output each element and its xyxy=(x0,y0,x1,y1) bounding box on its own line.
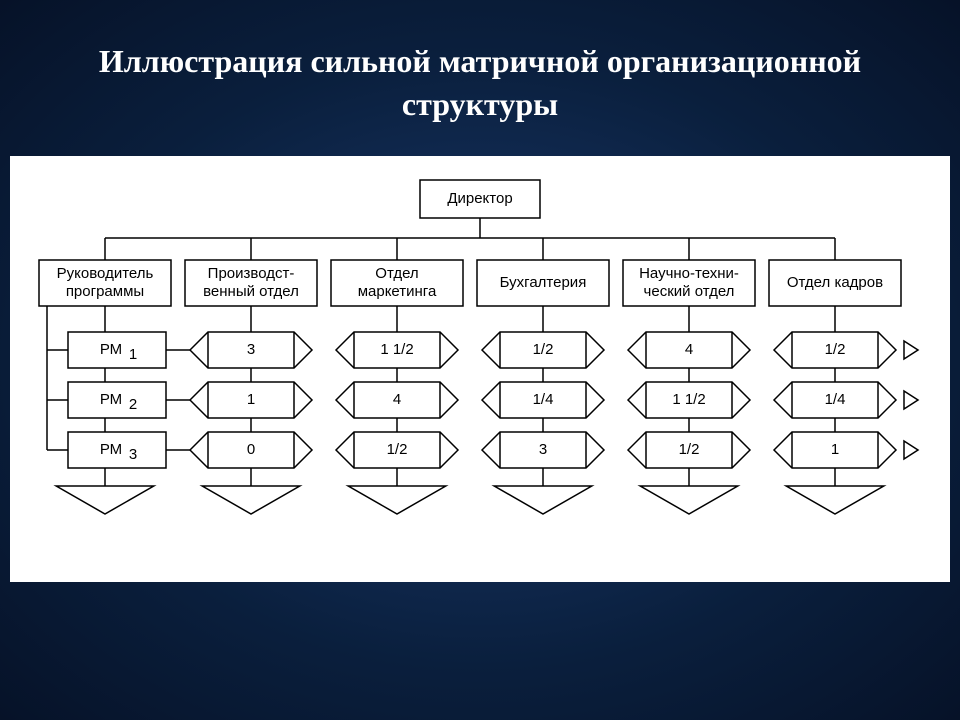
row-arrow-right xyxy=(904,441,918,459)
column-down-arrow xyxy=(56,486,154,514)
svg-text:1/2: 1/2 xyxy=(825,341,846,358)
slide-title: Иллюстрация сильной матричной организаци… xyxy=(0,40,960,156)
svg-text:РМ: РМ xyxy=(100,391,122,408)
svg-text:1 1/2: 1 1/2 xyxy=(380,341,413,358)
svg-text:1/2: 1/2 xyxy=(387,441,408,458)
svg-text:4: 4 xyxy=(393,391,401,408)
column-down-arrow xyxy=(348,486,446,514)
svg-text:венный отдел: венный отдел xyxy=(203,283,299,300)
diagram-panel: Директор Руководительпрограммы Производст-… xyxy=(10,156,950,582)
svg-text:4: 4 xyxy=(685,341,693,358)
svg-text:РМ: РМ xyxy=(100,441,122,458)
svg-text:Производст-: Производст- xyxy=(208,265,295,282)
row-arrow-right xyxy=(904,391,918,409)
svg-text:РМ: РМ xyxy=(100,341,122,358)
svg-text:3: 3 xyxy=(247,341,255,358)
svg-text:Научно-техни-: Научно-техни- xyxy=(639,265,739,282)
svg-text:0: 0 xyxy=(247,441,255,458)
column-down-arrow xyxy=(494,486,592,514)
svg-text:3: 3 xyxy=(539,441,547,458)
slide: Иллюстрация сильной матричной организаци… xyxy=(0,0,960,720)
svg-text:1/4: 1/4 xyxy=(825,391,846,408)
row-arrow-right xyxy=(904,341,918,359)
svg-text:1/4: 1/4 xyxy=(533,391,554,408)
svg-text:программы: программы xyxy=(66,283,144,300)
svg-text:3: 3 xyxy=(129,446,137,463)
svg-text:Отдел: Отдел xyxy=(375,265,418,282)
column-down-arrow xyxy=(786,486,884,514)
org-matrix-diagram: Директор Руководительпрограммы Производст-… xyxy=(20,174,940,554)
svg-text:1 1/2: 1 1/2 xyxy=(672,391,705,408)
svg-text:2: 2 xyxy=(129,396,137,413)
svg-text:1/2: 1/2 xyxy=(679,441,700,458)
svg-text:ческий отдел: ческий отдел xyxy=(644,283,735,300)
svg-text:Директор: Директор xyxy=(447,190,512,207)
svg-text:1: 1 xyxy=(831,441,839,458)
svg-text:Отдел кадров: Отдел кадров xyxy=(787,274,883,291)
svg-text:1: 1 xyxy=(129,346,137,363)
svg-text:1/2: 1/2 xyxy=(533,341,554,358)
svg-text:1: 1 xyxy=(247,391,255,408)
svg-text:Бухгалтерия: Бухгалтерия xyxy=(500,274,587,291)
column-down-arrow xyxy=(202,486,300,514)
svg-text:маркетинга: маркетинга xyxy=(358,283,437,300)
column-down-arrow xyxy=(640,486,738,514)
svg-text:Руководитель: Руководитель xyxy=(57,265,154,282)
